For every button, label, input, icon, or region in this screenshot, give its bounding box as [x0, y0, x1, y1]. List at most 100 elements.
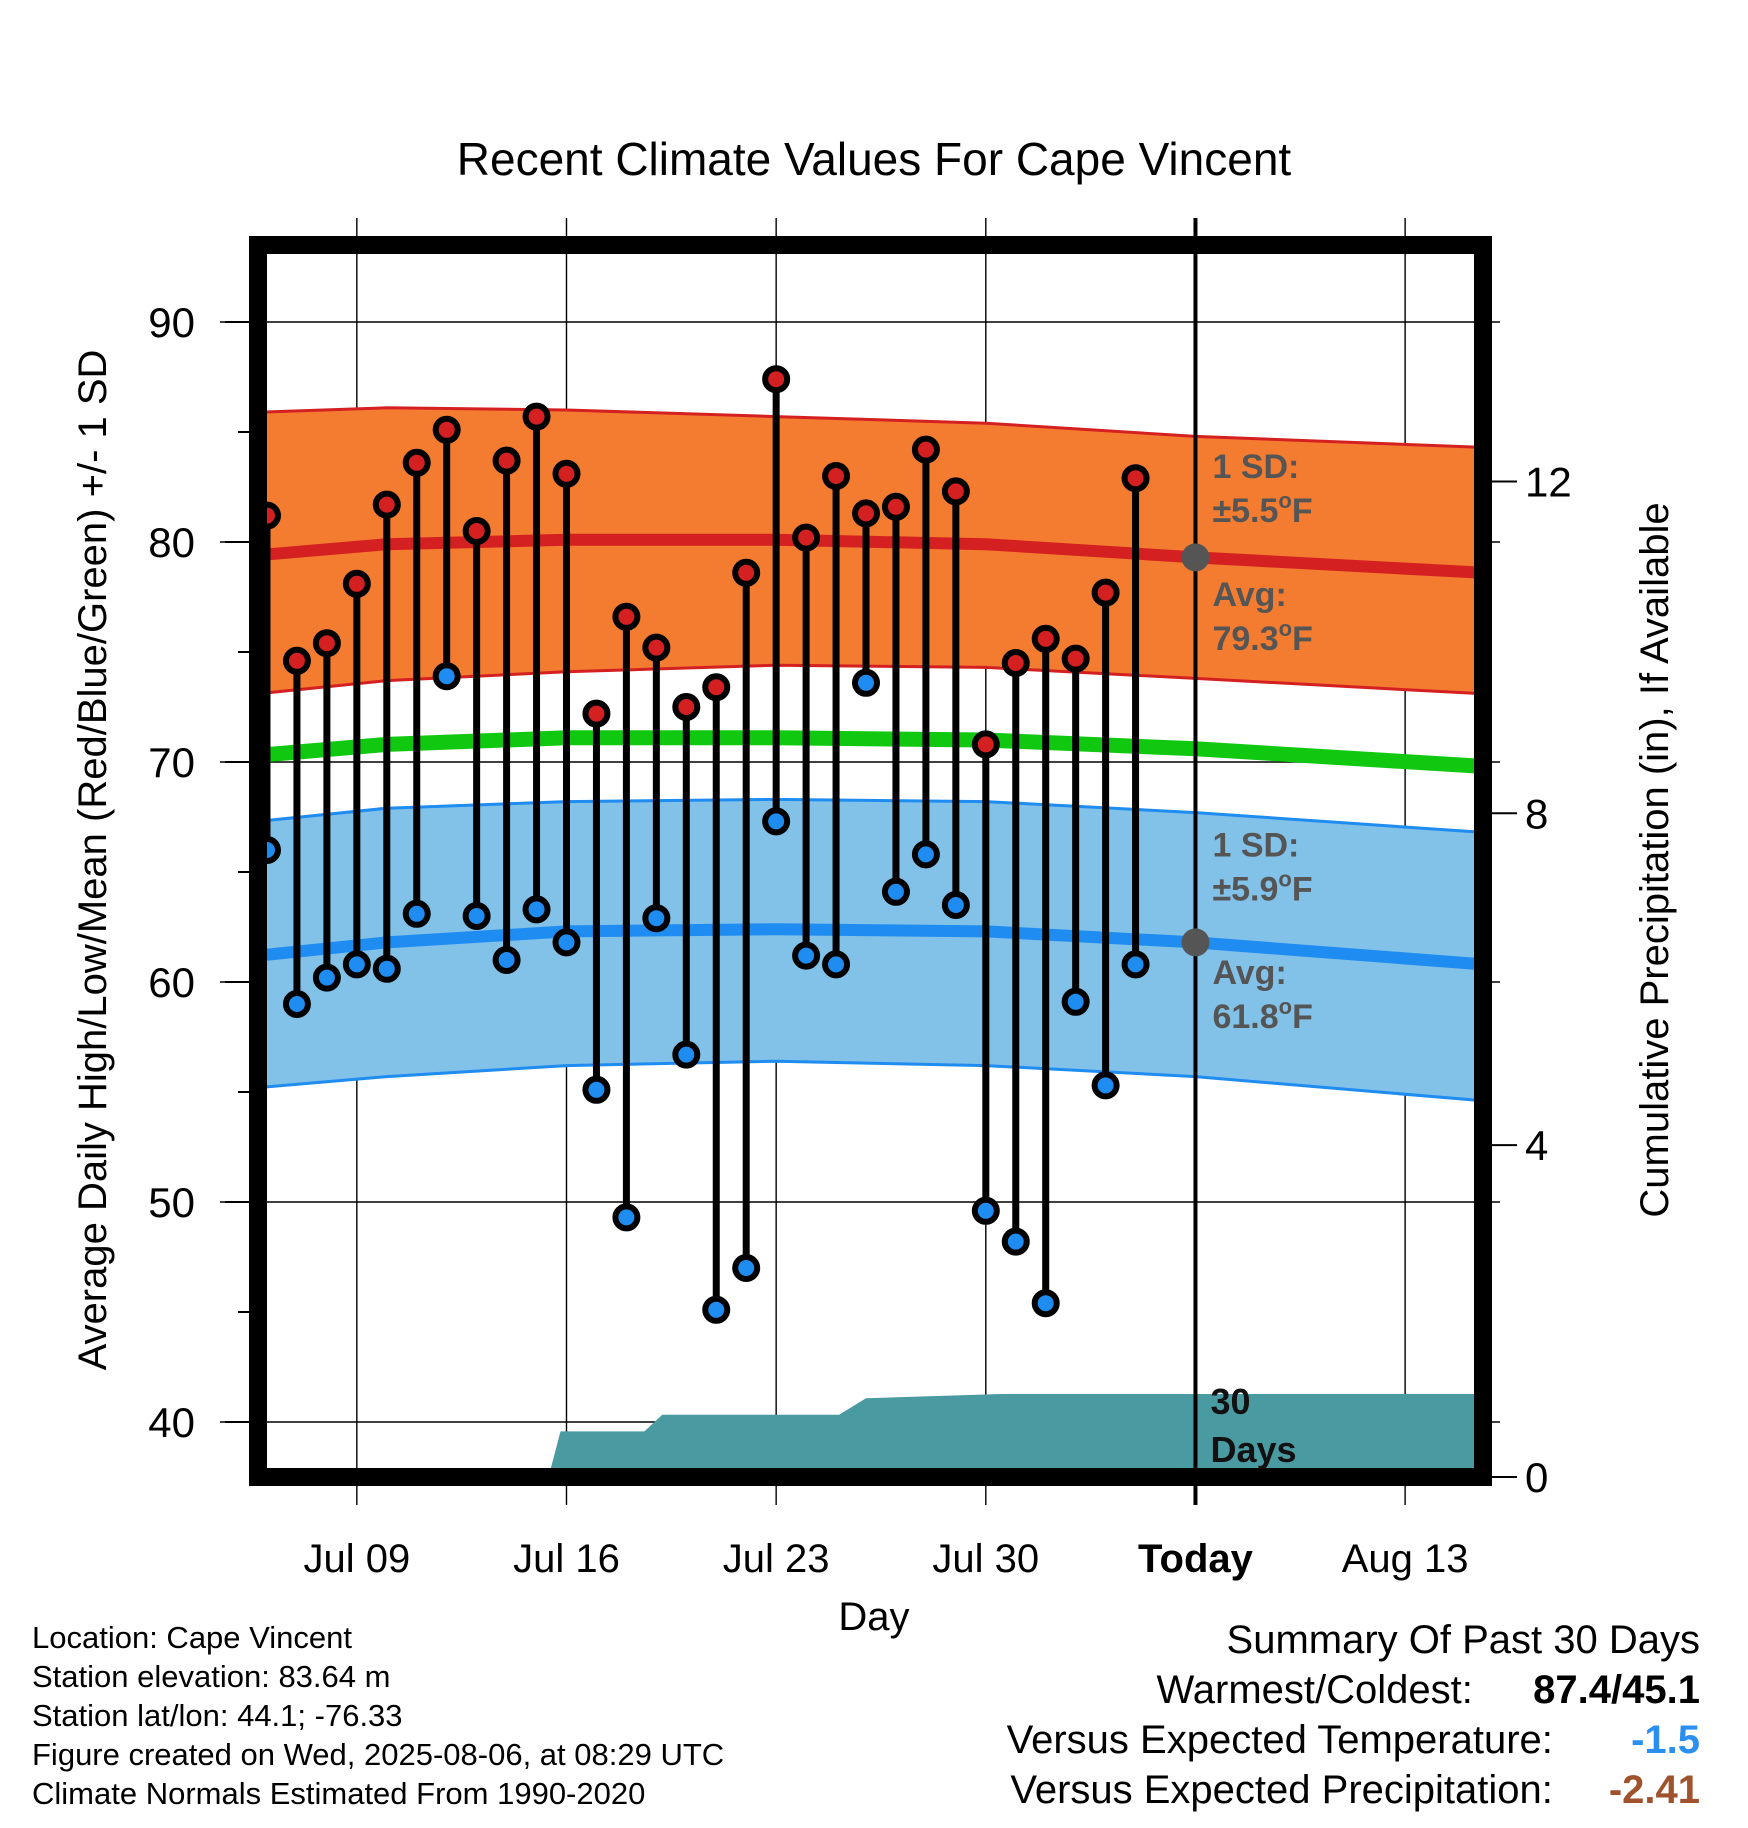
- summary-panel: Summary Of Past 30 Days Warmest/Coldest:…: [940, 1618, 1700, 1818]
- temperature-departure-value: -1.5: [1631, 1718, 1700, 1762]
- high-temp-point: [672, 693, 701, 721]
- high-temp-point: [612, 602, 641, 631]
- temperature-departure-label: Versus Expected Temperature:: [1006, 1718, 1553, 1762]
- x-tick-label: Jul 09: [303, 1537, 410, 1581]
- x-tick-label: Jul 23: [723, 1537, 830, 1581]
- high-temp-point: [582, 699, 611, 728]
- low-avg-heading: Avg:: [1212, 954, 1286, 992]
- high-temp-point: [1001, 649, 1030, 677]
- high-temp-point: [852, 499, 881, 528]
- high-temp-point: [342, 569, 371, 598]
- low-temp-point: [282, 990, 311, 1018]
- low-avg-value: 61.8oF: [1212, 994, 1312, 1036]
- low-temp-point: [822, 950, 851, 979]
- high-temp-point: [792, 523, 821, 552]
- temperature-departure-row: Versus Expected Temperature: -1.5: [1007, 1718, 1700, 1763]
- x-tick-label: Jul 30: [932, 1537, 1039, 1581]
- low-temp-point: [911, 840, 940, 869]
- window-days-number: 30: [1210, 1381, 1250, 1422]
- plot-frame: [249, 236, 1492, 1486]
- high-temp-point: [372, 490, 401, 519]
- low-temp-point: [552, 928, 581, 957]
- y-axis-label: Average Daily High/Low/Mean (Red/Blue/Gr…: [71, 350, 115, 1371]
- low-temp-point: [522, 895, 551, 924]
- high-temp-point: [822, 462, 851, 490]
- precip-area: [258, 1394, 1483, 1477]
- low-temp-point: [312, 963, 341, 992]
- y2-axis-label: Cumulative Precipitation (in), If Availa…: [1633, 502, 1677, 1217]
- y2-tick-label: 4: [1525, 1122, 1548, 1169]
- low-temp-point: [612, 1203, 641, 1232]
- x-tick-label: Aug 13: [1342, 1537, 1469, 1581]
- low-temp-point: [1031, 1289, 1060, 1318]
- high-temp-point: [312, 629, 341, 658]
- window-days-label: Days: [1210, 1429, 1296, 1470]
- y-tick-label: 50: [148, 1179, 195, 1226]
- precipitation-departure-label: Versus Expected Precipitation:: [1010, 1768, 1553, 1812]
- y-tick-label: 80: [148, 519, 195, 566]
- high-temp-point: [282, 646, 311, 675]
- low-temp-point: [1121, 950, 1150, 979]
- warmest-coldest-row: Warmest/Coldest: 87.4/45.1: [1157, 1668, 1701, 1713]
- low-temp-point: [672, 1040, 701, 1069]
- summary-heading: Summary Of Past 30 Days: [1226, 1618, 1700, 1662]
- low-temp-point: [852, 668, 881, 697]
- low-temp-point: [702, 1295, 731, 1324]
- high-temp-point: [642, 633, 671, 662]
- high-avg-value: 79.3oF: [1212, 616, 1312, 658]
- low-temp-point: [402, 899, 431, 928]
- high-temp-point: [1091, 578, 1120, 607]
- high-temp-point: [732, 558, 761, 587]
- today-high-normal-marker: [1181, 543, 1210, 572]
- low-temp-point: [1001, 1227, 1030, 1256]
- low-temp-point: [432, 662, 461, 691]
- high-temp-point: [1031, 624, 1060, 653]
- low-temp-point: [941, 891, 970, 919]
- y-tick-label: 60: [148, 959, 195, 1006]
- high-temp-point: [1061, 644, 1090, 673]
- low-temp-point: [1061, 987, 1090, 1016]
- x-axis-label: Day: [838, 1595, 909, 1639]
- today-low-normal-marker: [1181, 928, 1210, 957]
- low-temp-point: [732, 1254, 761, 1282]
- low-temp-point: [342, 950, 371, 979]
- high-temp-point: [462, 517, 491, 545]
- cumulative-precip-area: [258, 1394, 1483, 1477]
- high-temp-point: [552, 459, 581, 488]
- station-info: Location: Cape Vincent Station elevation…: [32, 1618, 724, 1813]
- high-temp-point: [432, 415, 461, 444]
- high-temp-point: [941, 477, 970, 506]
- low-temp-point: [762, 807, 791, 836]
- y-tick-label: 70: [148, 739, 195, 786]
- latlon-text: Station lat/lon: 44.1; -76.33: [32, 1698, 403, 1733]
- high-sd-heading: 1 SD:: [1212, 448, 1299, 486]
- warmest-coldest-value: 87.4/45.1: [1533, 1668, 1700, 1712]
- low-temp-point: [971, 1196, 1000, 1225]
- low-temp-point: [1091, 1071, 1120, 1100]
- low-temp-point: [582, 1075, 611, 1104]
- y-tick-label: 40: [148, 1399, 195, 1446]
- normals-text: Climate Normals Estimated From 1990-2020: [32, 1776, 646, 1811]
- high-temp-point: [971, 730, 1000, 759]
- plot-border: [249, 236, 1492, 1486]
- low-temp-point: [372, 954, 401, 983]
- created-text: Figure created on Wed, 2025-08-06, at 08…: [32, 1737, 725, 1772]
- temperature-markers: [252, 365, 1150, 1324]
- low-sd-value: ±5.9oF: [1212, 867, 1312, 909]
- high-temp-point: [911, 435, 940, 464]
- low-sd-heading: 1 SD:: [1212, 827, 1299, 865]
- high-temp-point: [762, 365, 791, 394]
- precipitation-departure-row: Versus Expected Precipitation: -2.41: [1010, 1768, 1700, 1813]
- high-avg-heading: Avg:: [1212, 576, 1286, 614]
- low-temp-point: [492, 946, 521, 974]
- chart-title: Recent Climate Values For Cape Vincent: [457, 133, 1292, 185]
- high-temp-point: [492, 446, 521, 475]
- low-temp-point: [462, 902, 491, 930]
- y2-tick-label: 12: [1525, 458, 1572, 505]
- precipitation-departure-value: -2.41: [1608, 1768, 1700, 1812]
- elevation-text: Station elevation: 83.64 m: [32, 1659, 391, 1694]
- low-temp-point: [792, 941, 821, 970]
- high-temp-point: [402, 448, 431, 477]
- y2-tick-label: 0: [1525, 1454, 1548, 1501]
